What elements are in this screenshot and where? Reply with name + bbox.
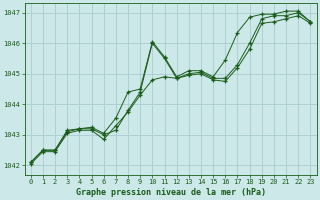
X-axis label: Graphe pression niveau de la mer (hPa): Graphe pression niveau de la mer (hPa) (76, 188, 266, 197)
